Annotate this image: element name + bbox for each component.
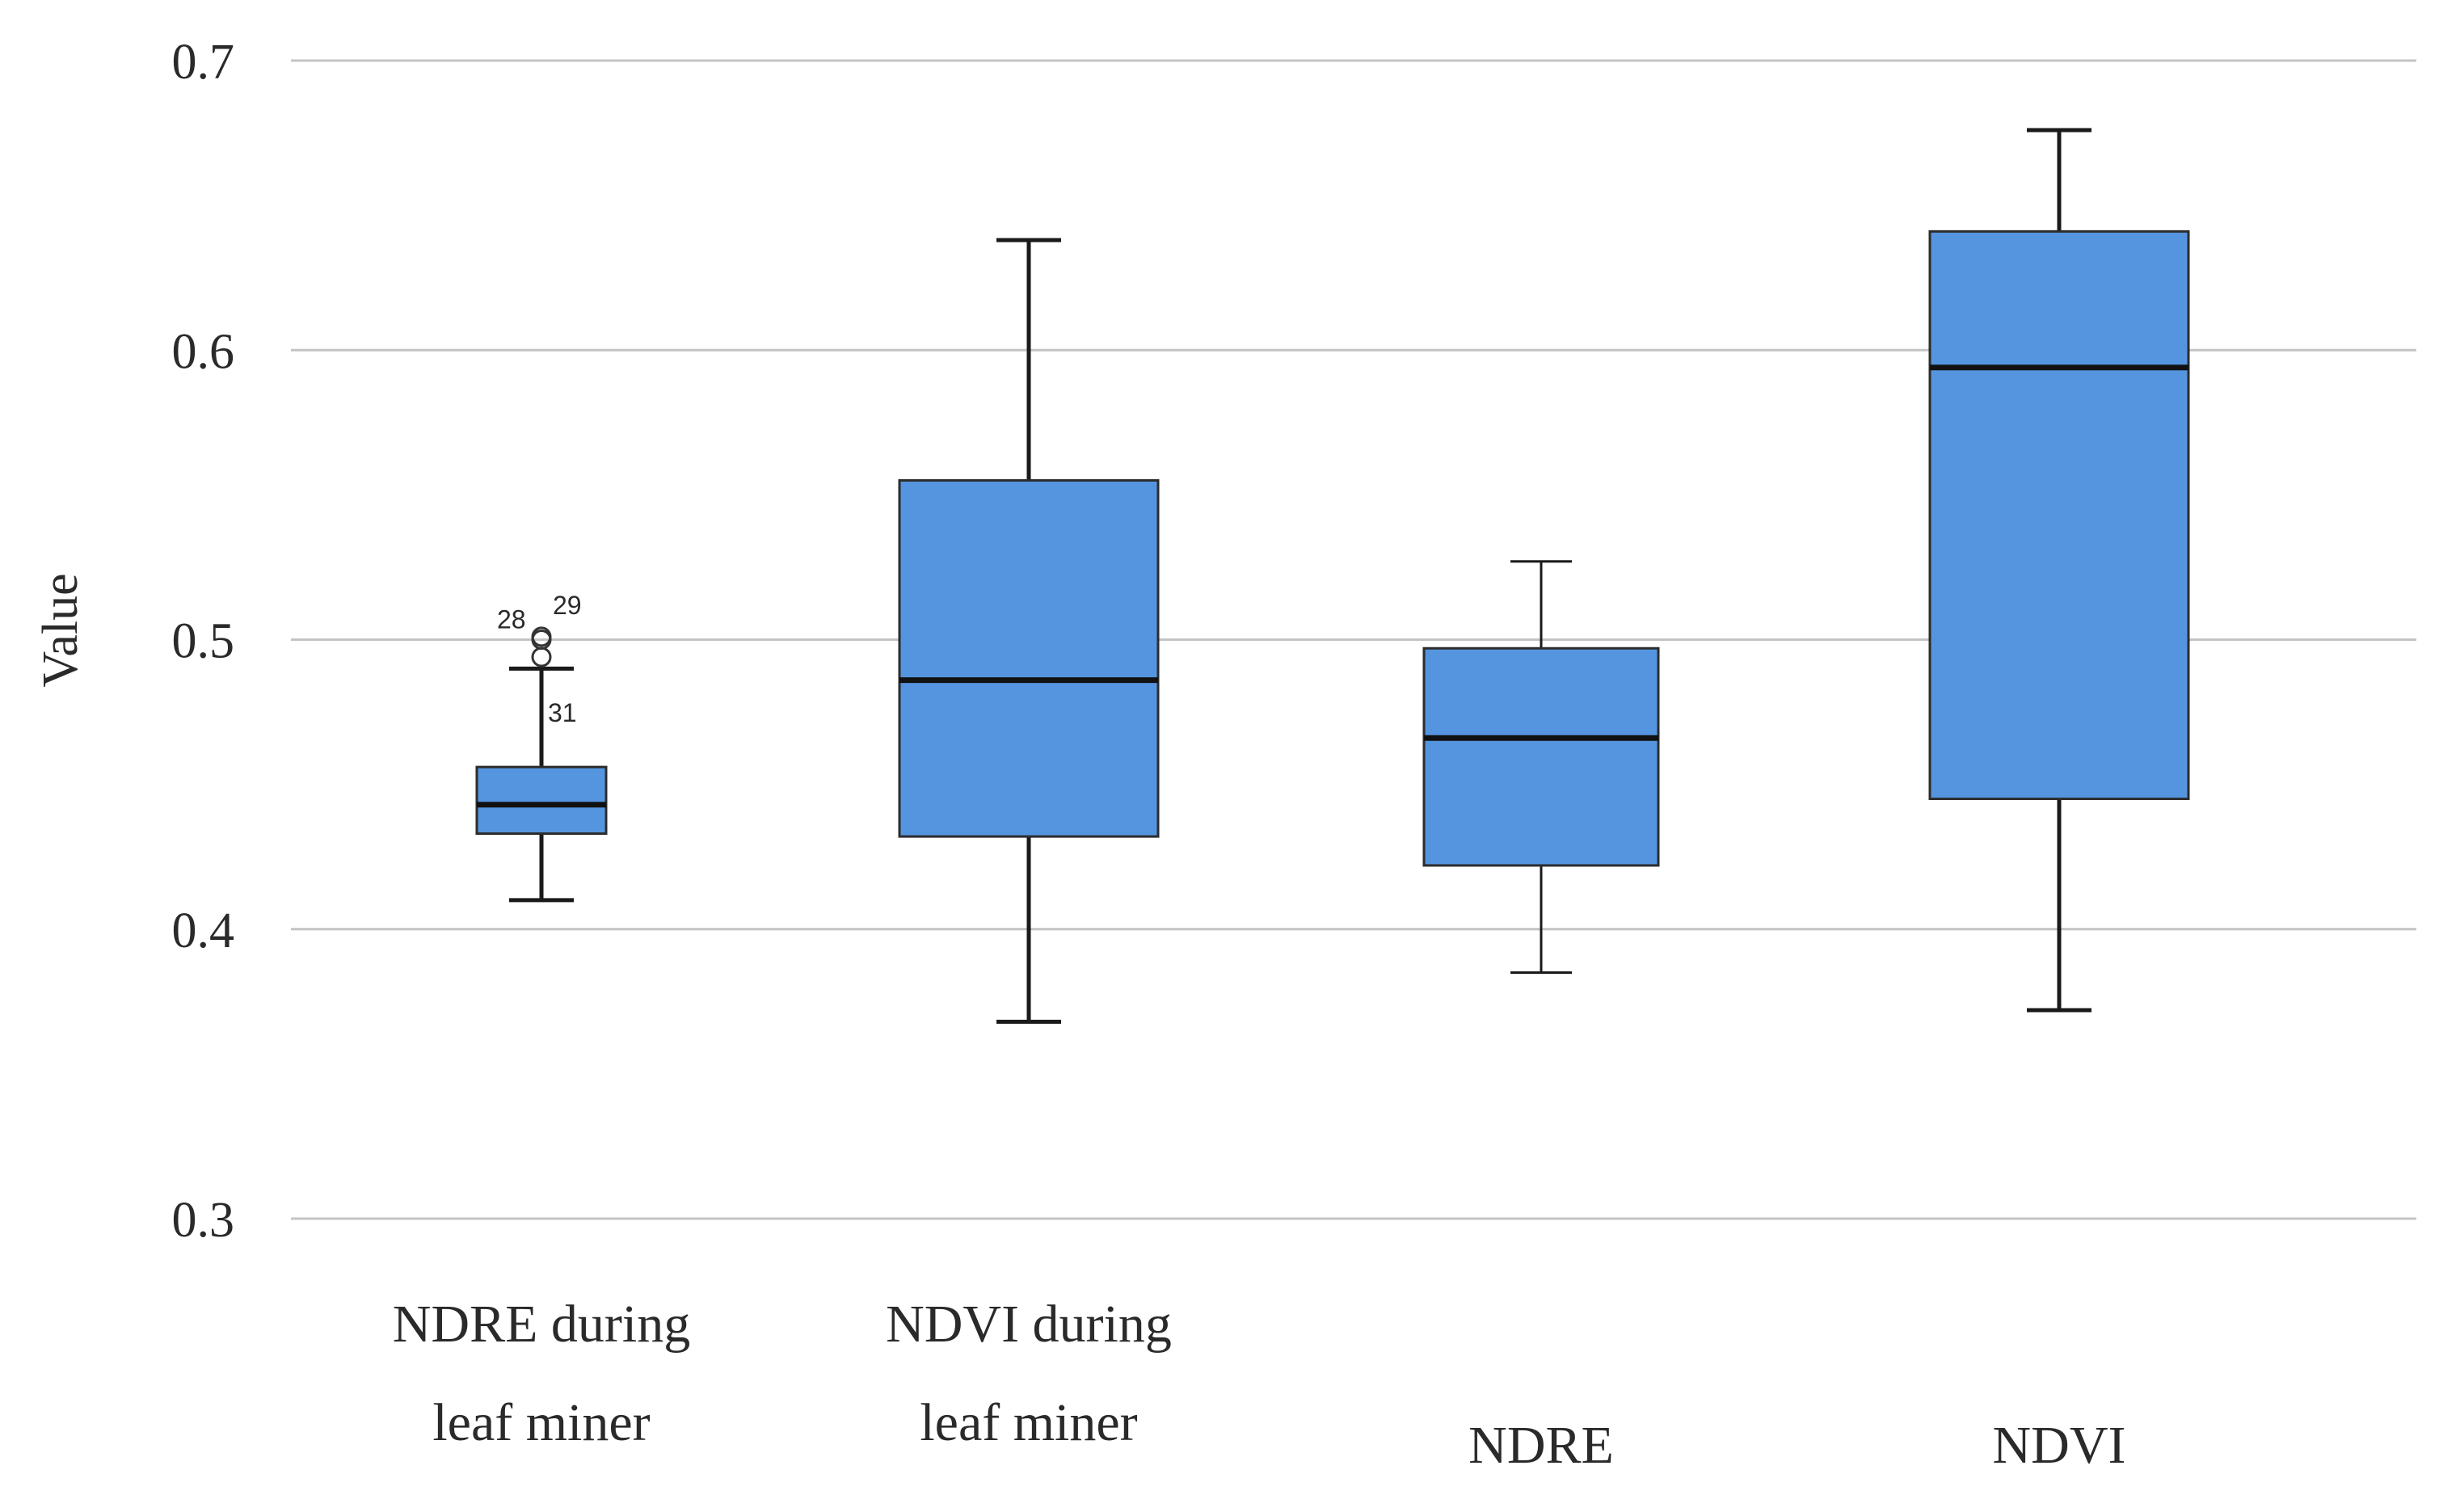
y-tick-label: 0.5 <box>172 614 235 669</box>
outlier-label: 29 <box>553 591 582 620</box>
box-group-0: 28 29 31 <box>475 591 608 903</box>
y-tick-label: 0.7 <box>172 35 235 90</box>
iqr-box <box>1422 646 1660 867</box>
x-category-label: NDRE during <box>393 1295 690 1354</box>
boxes: 28 29 31 <box>475 128 2190 1024</box>
outlier-point <box>531 626 552 647</box>
box-group-3 <box>1928 128 2190 1013</box>
x-category-label: leaf miner <box>920 1393 1137 1452</box>
iqr-box <box>475 765 608 836</box>
y-tick-label: 0.4 <box>172 903 235 958</box>
y-tick-label: 0.3 <box>172 1193 235 1248</box>
outlier-label: 28 <box>497 605 526 634</box>
x-category-label: NDVI during <box>886 1295 1172 1354</box>
x-axis-category-labels: NDRE during leaf miner NDVI during leaf min… <box>393 1295 2126 1475</box>
x-category-label: NDRE <box>1468 1416 1614 1475</box>
y-axis-label: Value <box>33 573 88 687</box>
box-group-2 <box>1422 560 1660 974</box>
outlier-point <box>531 646 552 668</box>
iqr-box <box>898 478 1160 838</box>
x-category-label: NDVI <box>1993 1416 2126 1475</box>
y-axis-ticks: 0.3 0.4 0.5 0.6 0.7 <box>172 35 235 1248</box>
y-tick-label: 0.6 <box>172 324 235 379</box>
box-group-1 <box>898 238 1160 1024</box>
x-category-label: leaf miner <box>432 1393 650 1452</box>
iqr-box <box>1928 230 2190 801</box>
outlier-label: 31 <box>548 698 577 727</box>
